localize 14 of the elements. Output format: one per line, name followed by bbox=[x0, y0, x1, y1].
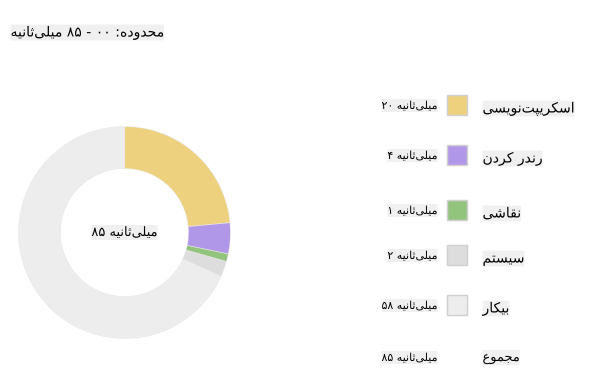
legend-label: نقاشی bbox=[482, 206, 522, 222]
text: مجموع bbox=[482, 350, 520, 365]
legend-label: سیستم bbox=[482, 250, 524, 266]
legend-label: رندر کردن bbox=[482, 150, 543, 166]
legend-label: بیکار bbox=[482, 300, 510, 316]
data-label: ۲۰ میلی‌ثانیه bbox=[381, 99, 438, 112]
legend-label: اسکریپت‌نویسی bbox=[482, 100, 575, 116]
data-label: ۵۸ میلی‌ثانیه bbox=[381, 299, 438, 312]
data-label: ۴ میلی‌ثانیه bbox=[387, 149, 438, 162]
data-label: ۲ میلی‌ثانیه bbox=[387, 249, 438, 262]
text: ۸۵ میلی‌ثانیه bbox=[91, 225, 158, 240]
data-label: ۱ میلی‌ثانیه bbox=[387, 204, 438, 217]
chart-title: محدوده: ۰۰ - ۸۵ میلی‌ثانیه bbox=[10, 24, 164, 40]
text: ۸۵ میلی‌ثانیه bbox=[381, 351, 438, 364]
